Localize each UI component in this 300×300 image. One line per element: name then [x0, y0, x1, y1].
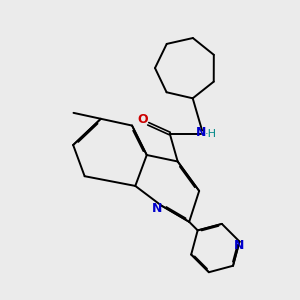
- Text: O: O: [138, 113, 148, 127]
- Text: N: N: [234, 239, 244, 253]
- Text: N: N: [196, 125, 207, 139]
- Text: N: N: [152, 202, 162, 214]
- Text: ·H: ·H: [204, 129, 216, 140]
